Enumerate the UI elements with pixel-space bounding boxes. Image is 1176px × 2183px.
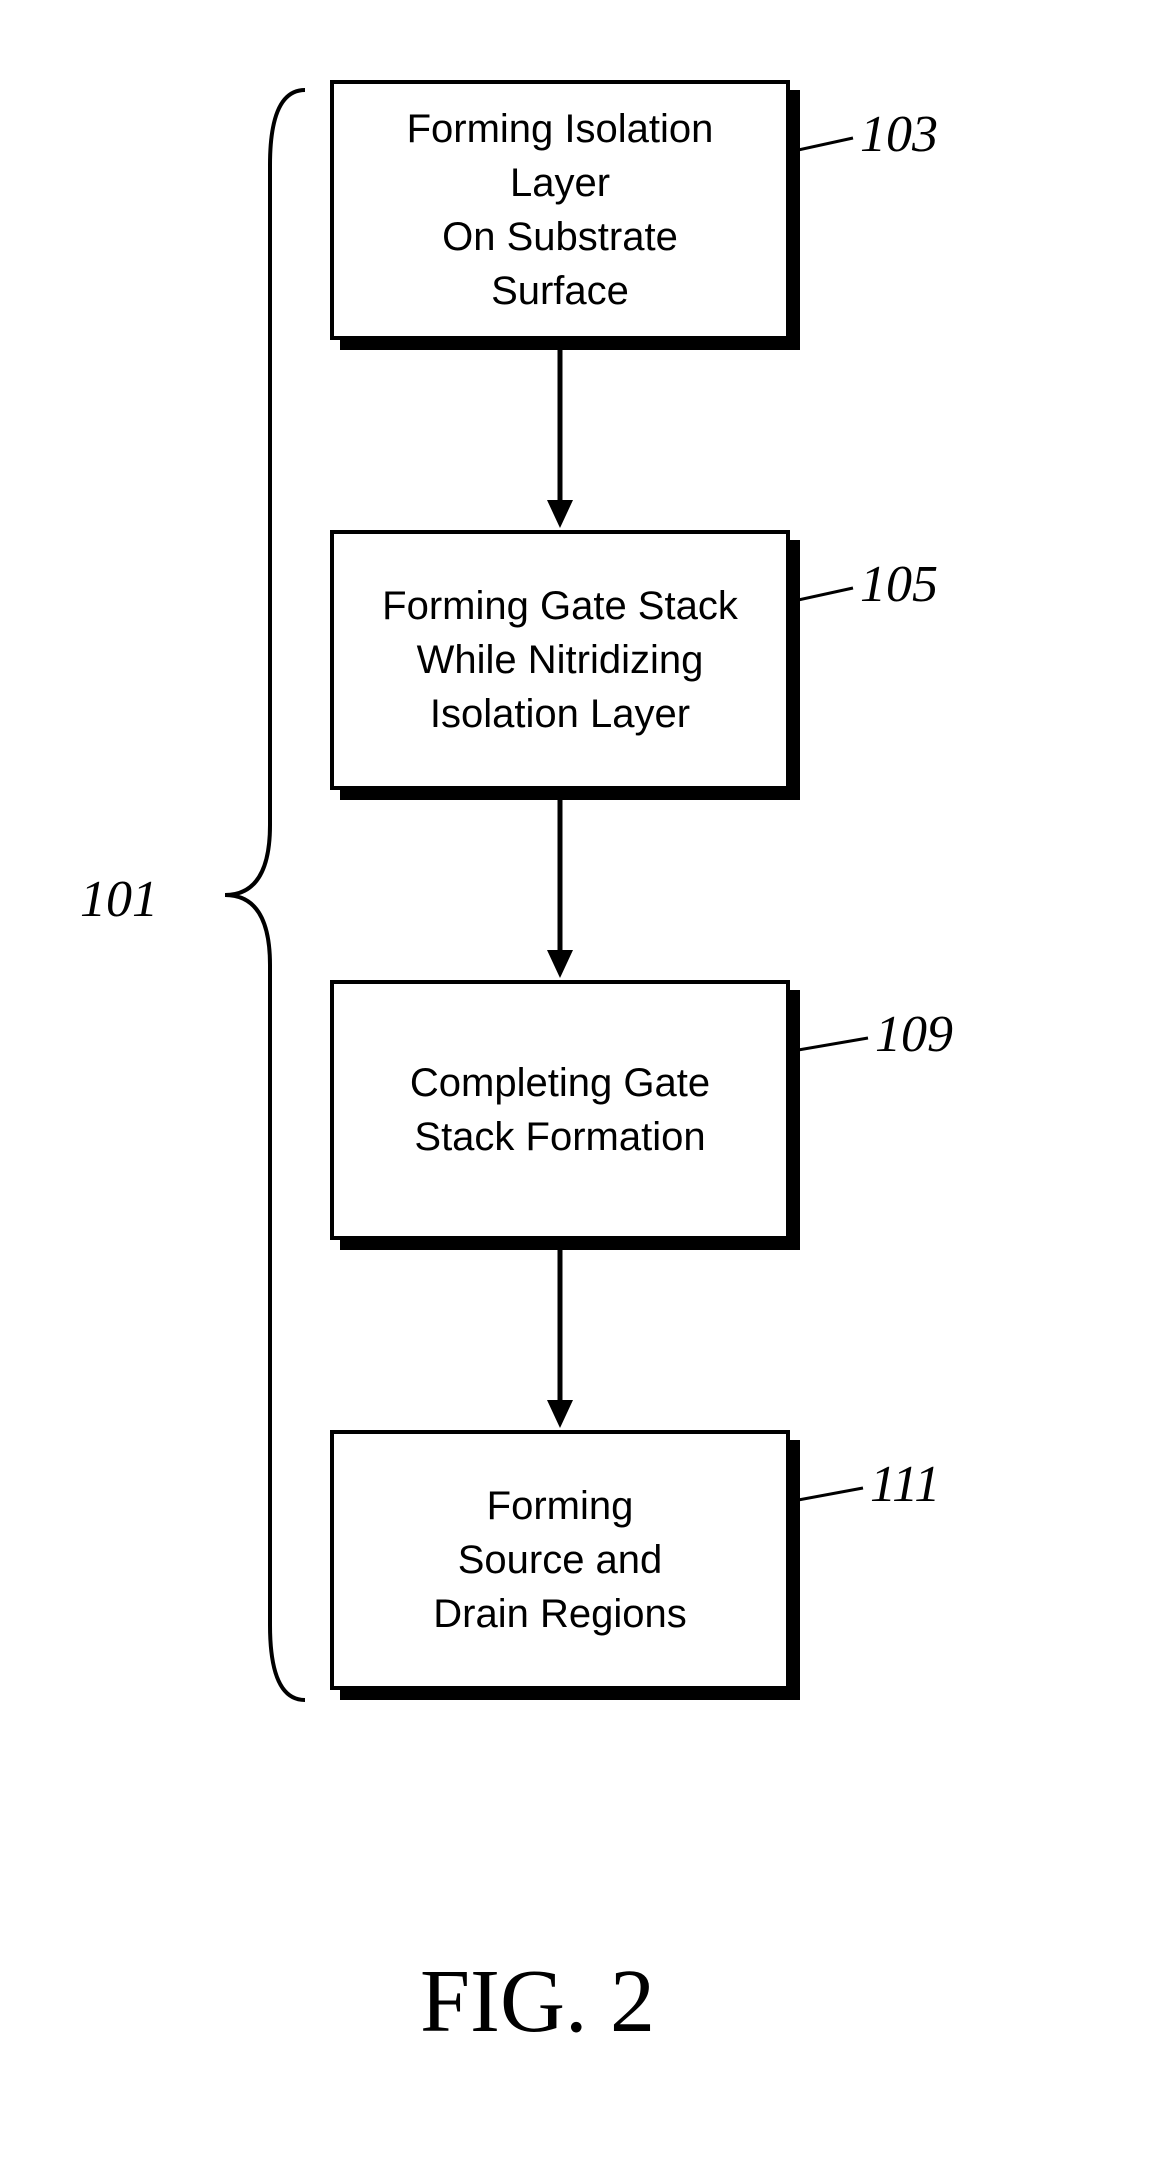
ref-111: 111: [870, 1455, 940, 1514]
flow-box-103-text: Forming Isolation LayerOn SubstrateSurfa…: [354, 102, 766, 318]
flow-box-109: Completing GateStack Formation: [330, 980, 790, 1240]
ref-109: 109: [875, 1005, 953, 1064]
flow-box-105-text: Forming Gate StackWhile NitridizingIsola…: [382, 579, 738, 741]
group-brace: [220, 85, 310, 1705]
flow-box-111-text: FormingSource andDrain Regions: [433, 1479, 686, 1641]
arrow-3: [547, 1250, 573, 1430]
group-ref-label: 101: [80, 870, 158, 929]
lead-line-105: [798, 580, 863, 610]
lead-line-109: [798, 1030, 878, 1060]
flow-box-111: FormingSource andDrain Regions: [330, 1430, 790, 1690]
figure-caption: FIG. 2: [420, 1950, 655, 2053]
flow-box-105: Forming Gate StackWhile NitridizingIsola…: [330, 530, 790, 790]
arrow-2: [547, 800, 573, 980]
flow-box-103: Forming Isolation LayerOn SubstrateSurfa…: [330, 80, 790, 340]
lead-line-111: [798, 1480, 873, 1510]
flow-box-109-text: Completing GateStack Formation: [410, 1056, 710, 1164]
ref-103: 103: [860, 105, 938, 164]
ref-105: 105: [860, 555, 938, 614]
lead-line-103: [798, 130, 863, 160]
diagram-canvas: 101 Forming Isolation LayerOn SubstrateS…: [0, 0, 1176, 2183]
arrow-1: [547, 350, 573, 530]
